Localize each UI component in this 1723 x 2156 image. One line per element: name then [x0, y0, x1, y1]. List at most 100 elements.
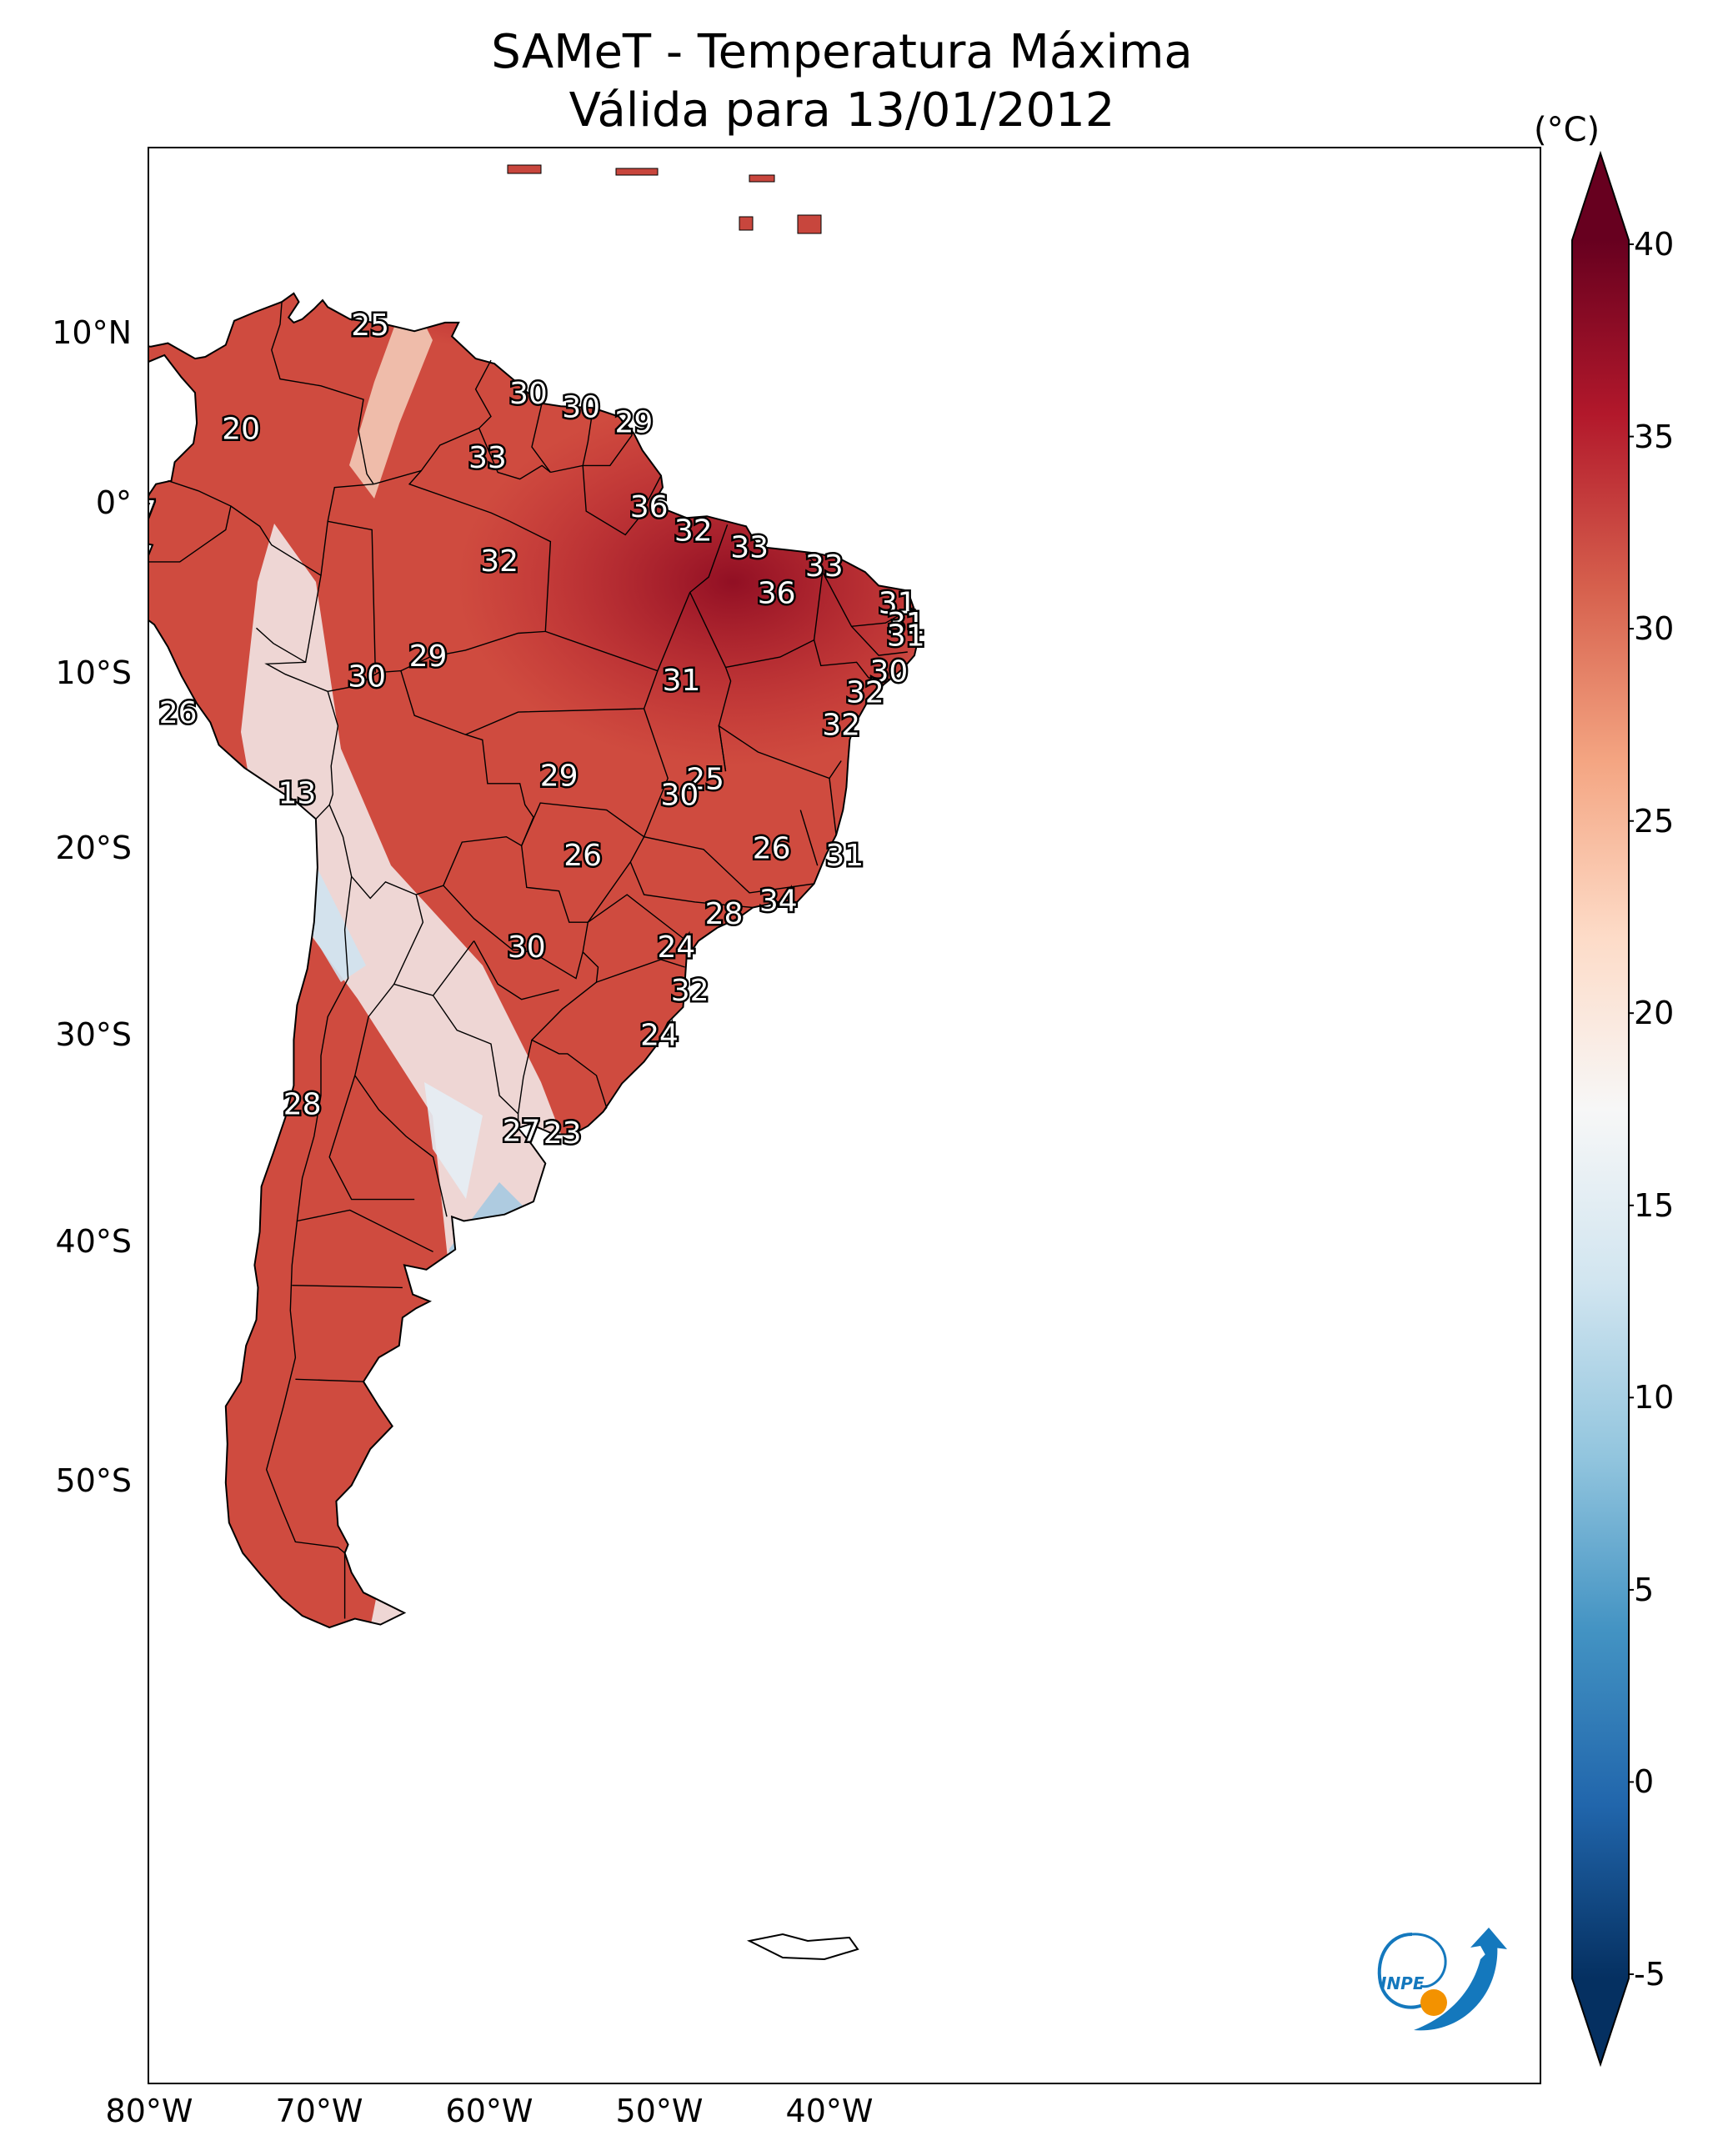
falkland-islands: [746, 1933, 859, 1961]
border-line: [473, 940, 559, 1000]
lat-label: 30°S: [55, 1015, 132, 1053]
coastline: [149, 292, 921, 1629]
map-value-label: 36: [758, 577, 796, 611]
colorbar-tick-label: 30: [1634, 610, 1675, 648]
lat-label: 0°: [95, 484, 132, 521]
border-line: [582, 465, 662, 536]
lon-label: 40°W: [785, 2093, 874, 2129]
colorbar-tick-label: 15: [1634, 1186, 1675, 1224]
border-line: [265, 876, 353, 1554]
map-value-label: 20: [222, 413, 260, 447]
lat-label: 50°S: [55, 1462, 132, 1500]
map-value-labels: 2520303029331736323333323631313130323231…: [149, 307, 927, 1153]
lon-label: 70°W: [275, 2093, 363, 2129]
border-line: [230, 505, 339, 820]
colorbar-tick-label: 5: [1634, 1571, 1655, 1608]
title-line-1: SAMeT - Temperatura Máxima: [491, 25, 1193, 79]
colorbar-bottom-extension: [1572, 1978, 1629, 2064]
map-value-label: 30: [869, 655, 908, 689]
map-value-label: 29: [614, 406, 653, 440]
border-line: [643, 708, 814, 894]
border-line: [799, 810, 819, 866]
colorbar-tick-label: 0: [1634, 1763, 1655, 1801]
border-line: [530, 951, 608, 1112]
map-value-label: 33: [805, 549, 844, 584]
lon-label: 60°W: [445, 2093, 533, 2129]
map-value-label: 30: [562, 390, 600, 424]
map-value-label: 31: [887, 607, 925, 641]
colorbar-tick-label: -5: [1634, 1956, 1665, 1993]
colorbar-tick-label: 20: [1634, 995, 1675, 1032]
colorbar-top-extension: [1572, 153, 1629, 240]
map-value-label: 32: [671, 974, 709, 1008]
colorbar-tick-label: 40: [1634, 226, 1675, 263]
border-line: [531, 403, 551, 473]
map-value-label: 31: [663, 664, 701, 698]
border-line: [292, 1285, 403, 1289]
border-line: [596, 959, 685, 983]
lon-label: 50°W: [615, 2093, 704, 2129]
svg-text:INPE: INPE: [1380, 1973, 1425, 1993]
map-value-label: 31: [887, 619, 925, 654]
map-value-label: 29: [540, 759, 579, 793]
colorbar-unit: (°C): [1534, 111, 1600, 149]
caribbean-islands: [507, 164, 822, 234]
map-value-label: 25: [686, 763, 724, 797]
map-value-label: 28: [705, 897, 744, 931]
map-value-label: 30: [508, 930, 546, 965]
map-value-label: 28: [283, 1088, 322, 1122]
colorbar-tick-label: 25: [1634, 802, 1675, 840]
colorbar: [1571, 150, 1634, 2068]
map-value-label: 32: [822, 709, 860, 743]
border-line: [822, 571, 914, 628]
map-value-label: 27: [503, 1115, 541, 1149]
map-value-label: 17: [149, 495, 157, 529]
lon-label: 80°W: [105, 2093, 193, 2129]
map-value-label: 32: [480, 544, 518, 579]
temperature-map: 2520303029331736323333323631313130323231…: [149, 164, 927, 1961]
map-value-label: 31: [879, 587, 917, 621]
map-value-label: 32: [846, 675, 884, 709]
border-line: [320, 484, 374, 576]
map-value-label: 32: [674, 514, 713, 548]
border-line: [550, 408, 594, 474]
border-line: [587, 894, 688, 942]
border-line: [517, 1040, 533, 1129]
border-line: [725, 639, 891, 680]
map-value-label: 26: [563, 839, 602, 873]
map-value-label: 33: [468, 441, 507, 475]
border-line: [521, 802, 645, 923]
map-value-label: 23: [543, 1116, 582, 1151]
map-value-label: 29: [409, 639, 448, 674]
border-line: [850, 625, 908, 656]
border-line: [408, 470, 510, 522]
map-title: SAMeT - Temperatura Máxima Válida para 1…: [150, 23, 1534, 140]
border-line: [478, 428, 551, 480]
lat-label: 10°N: [52, 314, 132, 352]
border-line: [271, 302, 374, 485]
map-panel: 2520303029331736323333323631313130323231…: [148, 147, 1541, 2084]
border-line: [328, 520, 376, 673]
lat-label: 10°S: [55, 654, 132, 691]
border-line: [618, 416, 633, 436]
map-value-label: 24: [657, 930, 695, 965]
map-value-label: 25: [351, 308, 389, 343]
border-line: [433, 995, 519, 1115]
colorbar-tick-label: 35: [1634, 418, 1675, 455]
lat-label: 20°S: [55, 829, 132, 866]
border-line: [297, 1209, 433, 1253]
map-value-label: 34: [759, 885, 798, 919]
title-line-2: Válida para 13/01/2012: [568, 83, 1115, 138]
country-borders: [149, 302, 914, 1619]
map-value-label: 26: [753, 832, 791, 866]
border-line: [400, 520, 552, 672]
map-value-label: 26: [159, 696, 198, 730]
border-line: [465, 670, 659, 735]
border-line: [328, 1075, 415, 1201]
border-line: [256, 627, 306, 663]
colorbar-gradient: [1572, 240, 1629, 1978]
border-line: [295, 1378, 364, 1382]
map-value-label: 36: [630, 490, 669, 524]
colorbar-tick-label: 10: [1634, 1379, 1675, 1416]
border-line: [583, 434, 633, 467]
